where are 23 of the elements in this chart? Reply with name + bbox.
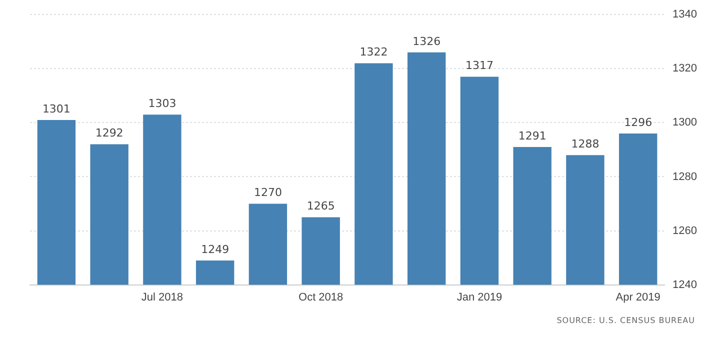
y-tick-label: 1320 [672,62,698,75]
data-label: 1288 [571,137,600,150]
source-note: SOURCE: U.S. CENSUS BUREAU [556,316,695,325]
data-label: 1317 [465,59,494,72]
x-tick-label: Jan 2019 [456,291,502,304]
x-tick-label: Jul 2018 [141,291,183,304]
data-label: 1301 [42,102,70,116]
data-label: 1296 [624,116,652,129]
y-tick-label: 1300 [672,116,698,129]
y-tick-label: 1340 [672,8,698,21]
y-tick-label: 1260 [672,224,698,237]
data-label: 1291 [518,129,546,142]
data-label: 1249 [201,242,230,256]
data-label: 1326 [412,34,441,48]
data-label: 1292 [95,126,124,140]
data-label: 1303 [148,96,176,110]
data-label: 1265 [306,200,335,213]
x-tick-label: Oct 2018 [298,291,344,304]
data-label: 1322 [360,46,388,59]
x-tick-label: Apr 2019 [616,291,660,304]
y-tick-label: 1280 [672,170,698,183]
data-label: 1270 [254,186,282,200]
y-tick-label: 1240 [672,278,698,291]
